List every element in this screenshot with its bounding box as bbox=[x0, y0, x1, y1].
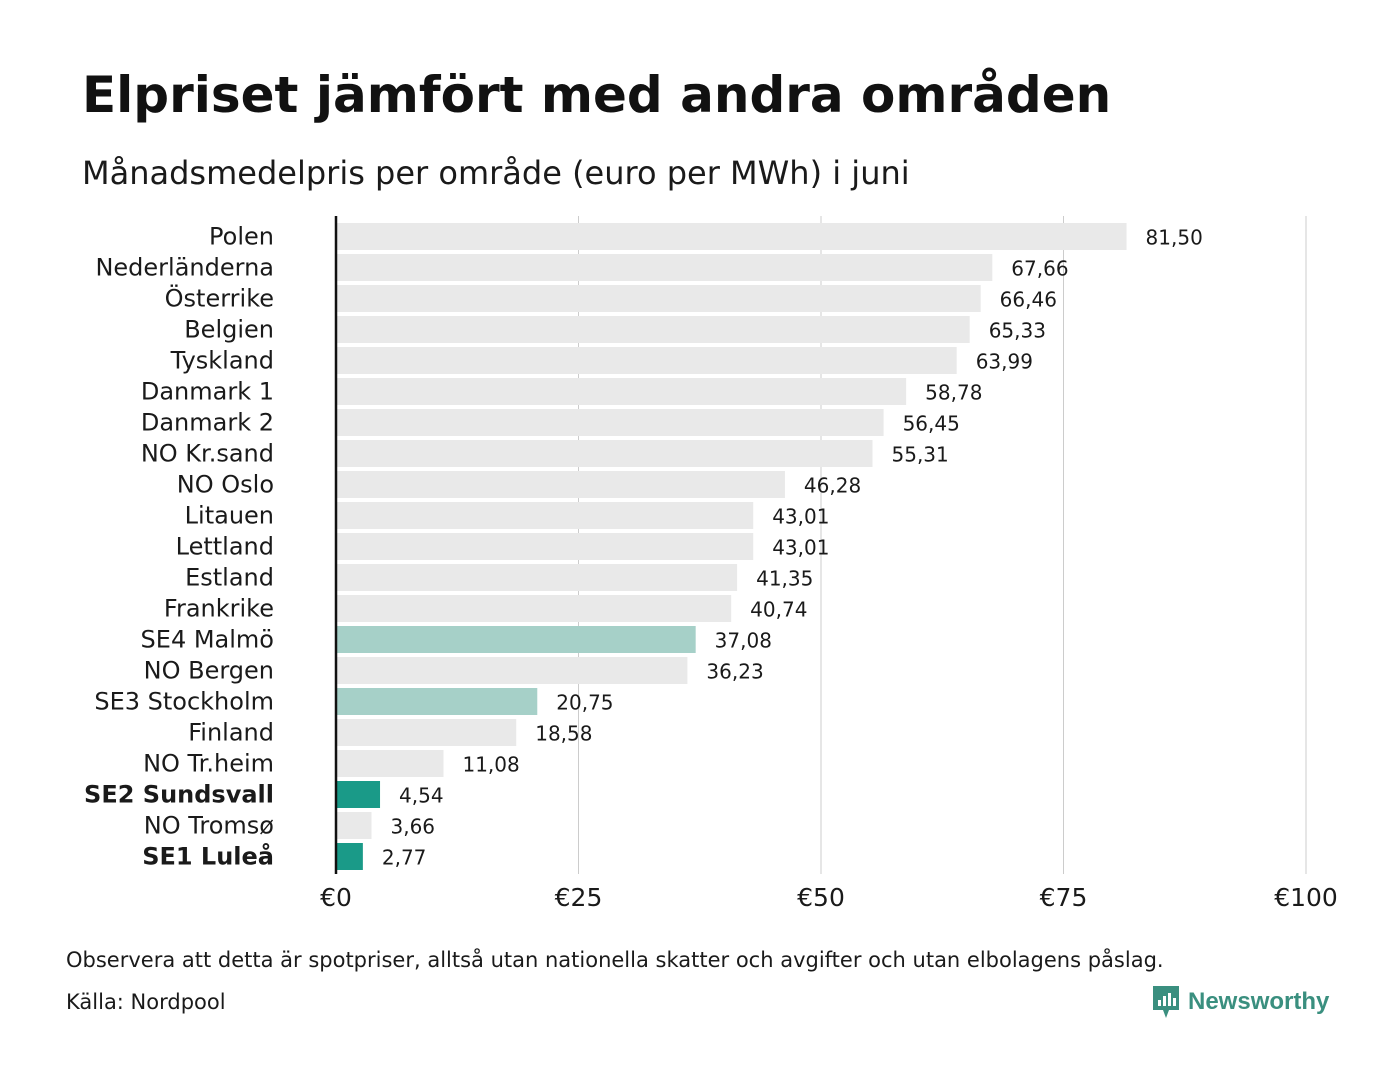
category-label: Danmark 1 bbox=[141, 378, 274, 406]
category-label: NO Bergen bbox=[144, 657, 274, 685]
category-label: SE2 Sundsvall bbox=[84, 781, 274, 809]
bar bbox=[336, 502, 754, 529]
category-label: Nederländerna bbox=[95, 254, 274, 282]
category-label: SE4 Malmö bbox=[141, 626, 274, 654]
value-label: 20,75 bbox=[556, 691, 613, 715]
bar bbox=[336, 781, 381, 808]
bars bbox=[336, 223, 1127, 870]
category-label: Tyskland bbox=[170, 347, 274, 375]
bar bbox=[336, 409, 884, 436]
value-label: 3,66 bbox=[391, 815, 436, 839]
bar bbox=[336, 657, 688, 684]
brand-name: Newsworthy bbox=[1188, 988, 1330, 1015]
category-label: Polen bbox=[209, 223, 274, 251]
category-label: Estland bbox=[185, 564, 274, 592]
bar bbox=[336, 223, 1127, 250]
bar bbox=[336, 440, 873, 467]
value-label: 55,31 bbox=[892, 443, 949, 467]
x-tick-label: €25 bbox=[555, 883, 603, 912]
value-label: 81,50 bbox=[1146, 226, 1203, 250]
value-label: 18,58 bbox=[535, 722, 592, 746]
bar bbox=[336, 719, 517, 746]
bar bbox=[336, 285, 981, 312]
category-label: Frankrike bbox=[164, 595, 274, 623]
value-label: 4,54 bbox=[399, 784, 444, 808]
bar bbox=[336, 471, 785, 498]
bar bbox=[336, 750, 444, 777]
category-label: SE3 Stockholm bbox=[94, 688, 274, 716]
category-label: NO Kr.sand bbox=[141, 440, 274, 468]
value-label: 43,01 bbox=[772, 536, 829, 560]
value-label: 41,35 bbox=[756, 567, 813, 591]
category-label: Österrike bbox=[165, 284, 274, 313]
value-labels: 81,50 67,66 66,46 65,33 63,99 58,78 56,45 55,31… bbox=[382, 226, 1203, 870]
bar bbox=[336, 316, 970, 343]
x-tick-label: €50 bbox=[797, 883, 845, 912]
value-label: 36,23 bbox=[706, 660, 763, 684]
value-label: 2,77 bbox=[382, 846, 427, 870]
bar bbox=[336, 626, 696, 653]
category-label: Danmark 2 bbox=[141, 409, 274, 437]
bar bbox=[336, 254, 993, 281]
chart-title: Elpriset jämfört med andra områden bbox=[82, 66, 1112, 124]
value-label: 67,66 bbox=[1011, 257, 1068, 281]
value-label: 56,45 bbox=[903, 412, 960, 436]
category-label: Belgien bbox=[184, 316, 274, 344]
value-label: 46,28 bbox=[804, 474, 861, 498]
category-label: Litauen bbox=[185, 502, 274, 530]
bar bbox=[336, 378, 907, 405]
x-axis-ticks: €0 €25 €50 €75 €100 bbox=[320, 883, 1338, 912]
value-label: 66,46 bbox=[1000, 288, 1057, 312]
bar bbox=[336, 595, 732, 622]
value-label: 11,08 bbox=[462, 753, 519, 777]
value-label: 43,01 bbox=[772, 505, 829, 529]
value-label: 63,99 bbox=[976, 350, 1033, 374]
category-label: NO Tr.heim bbox=[143, 750, 274, 778]
value-label: 37,08 bbox=[715, 629, 772, 653]
value-label: 40,74 bbox=[750, 598, 807, 622]
value-label: 58,78 bbox=[925, 381, 982, 405]
bar bbox=[336, 812, 372, 839]
source-credit: Källa: Nordpool bbox=[66, 990, 226, 1014]
category-label: NO Tromsø bbox=[144, 812, 274, 840]
bar bbox=[336, 564, 738, 591]
x-tick-label: €100 bbox=[1274, 883, 1338, 912]
newsworthy-logo-icon bbox=[1153, 986, 1179, 1018]
bar bbox=[336, 533, 754, 560]
bar bbox=[336, 843, 363, 870]
category-label: Lettland bbox=[176, 533, 274, 561]
category-label: NO Oslo bbox=[177, 471, 274, 499]
bar bbox=[336, 688, 538, 715]
bar bbox=[336, 347, 957, 374]
category-label: Finland bbox=[188, 719, 274, 747]
chart-subtitle: Månadsmedelpris per område (euro per MWh… bbox=[82, 154, 910, 192]
x-tick-label: €75 bbox=[1040, 883, 1088, 912]
category-label: SE1 Luleå bbox=[142, 842, 274, 871]
footnote: Observera att detta är spotpriser, allts… bbox=[66, 948, 1164, 972]
brand-logo[interactable]: Newsworthy bbox=[1152, 985, 1329, 1019]
value-label: 65,33 bbox=[989, 319, 1046, 343]
x-tick-label: €0 bbox=[320, 883, 352, 912]
